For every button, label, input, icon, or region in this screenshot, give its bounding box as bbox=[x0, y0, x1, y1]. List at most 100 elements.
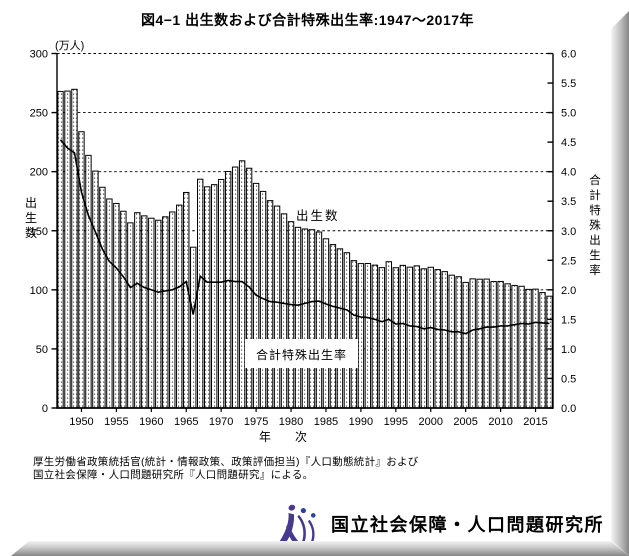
births-bar bbox=[141, 215, 148, 409]
births-bar bbox=[490, 281, 497, 409]
births-bar bbox=[476, 278, 483, 409]
births-bar bbox=[280, 213, 288, 409]
left-axis-tick-label: 100 bbox=[30, 285, 48, 297]
x-axis-tick-label: 2005 bbox=[453, 416, 477, 428]
axes: 0 50 100 150 200 250 300 0.0 0.5 1.0 1.5 2.0 2.5 3.0 3… bbox=[30, 49, 577, 429]
births-bar bbox=[462, 281, 469, 409]
x-axis-tick-label: 1980 bbox=[279, 416, 303, 428]
left-axis-unit-label: (万人) bbox=[55, 39, 84, 52]
births-bar bbox=[134, 212, 141, 409]
institute-logo-mark bbox=[277, 504, 316, 545]
births-bar bbox=[155, 219, 162, 409]
births-bar bbox=[406, 266, 413, 409]
right-axis-tick-label: 4.5 bbox=[561, 137, 576, 149]
births-bar bbox=[169, 211, 176, 409]
births-bar bbox=[350, 260, 358, 409]
births-bar bbox=[413, 265, 420, 409]
right-axis-tick-label: 5.0 bbox=[561, 108, 576, 120]
births-bar bbox=[427, 266, 434, 409]
births-bar bbox=[301, 228, 309, 409]
births-bar bbox=[183, 191, 190, 409]
births-bar bbox=[385, 261, 393, 409]
left-axis-title: 数 bbox=[25, 225, 37, 240]
left-axis-tick-label: 150 bbox=[30, 226, 48, 238]
right-axis-tick-label: 5.5 bbox=[561, 78, 576, 90]
births-bar bbox=[420, 268, 427, 409]
births-bar bbox=[343, 252, 351, 409]
births-bar bbox=[273, 205, 281, 409]
left-axis-title: 生 bbox=[25, 211, 37, 225]
right-axis-title: 殊 bbox=[589, 218, 601, 232]
left-axis-tick-label: 200 bbox=[30, 167, 48, 179]
births-bar bbox=[315, 231, 323, 409]
left-axis-title: 出 bbox=[25, 196, 37, 210]
births-bar bbox=[217, 178, 225, 409]
births-bar bbox=[190, 246, 197, 409]
births-bar bbox=[364, 262, 372, 409]
x-axis-tick-label: 1990 bbox=[349, 416, 373, 428]
right-axis-tick-label: 6.0 bbox=[561, 49, 576, 61]
births-bar bbox=[92, 170, 99, 409]
x-axis-tick-label: 1970 bbox=[209, 416, 233, 428]
right-axis-tick-label: 0.5 bbox=[561, 373, 576, 385]
births-bar bbox=[448, 274, 455, 409]
left-axis-tick-label: 300 bbox=[30, 49, 48, 61]
right-axis-tick-label: 2.0 bbox=[561, 285, 576, 297]
births-bar bbox=[455, 276, 462, 409]
births-bar bbox=[378, 267, 386, 409]
right-axis-title: 出 bbox=[589, 233, 601, 247]
births-bar bbox=[329, 244, 337, 409]
x-axis-tick-label: 1965 bbox=[174, 416, 198, 428]
right-axis-title: 率 bbox=[589, 263, 601, 277]
births-bar bbox=[127, 222, 134, 409]
births-bar bbox=[287, 221, 295, 409]
right-axis-tick-label: 1.0 bbox=[561, 344, 576, 356]
tfr-series-label: 合計特殊出生率 bbox=[256, 347, 347, 362]
births-bar bbox=[336, 248, 344, 409]
births-bar bbox=[308, 229, 316, 409]
births-bar bbox=[518, 285, 525, 409]
births-bar bbox=[294, 226, 302, 409]
births-series-label: 出生数 bbox=[296, 208, 340, 223]
x-axis-title: 年 次 bbox=[259, 430, 307, 444]
right-axis-tick-label: 2.5 bbox=[561, 255, 576, 267]
births-bar bbox=[210, 184, 218, 409]
right-axis-title: 計 bbox=[589, 188, 601, 202]
births-bar bbox=[231, 166, 239, 409]
institute-name: 国立社会保障・人口問題研究所 bbox=[331, 515, 604, 535]
right-axis-tick-label: 3.0 bbox=[561, 226, 576, 238]
births-bar bbox=[106, 198, 113, 409]
births-bar bbox=[532, 288, 539, 409]
births-bar bbox=[120, 210, 127, 409]
births-bar bbox=[511, 284, 518, 409]
tfr-line bbox=[59, 139, 550, 335]
births-bar bbox=[483, 278, 490, 409]
x-axis-tick-label: 1995 bbox=[384, 416, 408, 428]
births-bar bbox=[357, 263, 365, 409]
birth-rate-chart: 0 50 100 150 200 250 300 0.0 0.5 1.0 1.5 2.0 2.5 3.0 3… bbox=[25, 39, 601, 444]
births-bar bbox=[546, 295, 553, 409]
births-bar bbox=[322, 238, 330, 409]
births-bar bbox=[85, 154, 92, 409]
births-bar bbox=[525, 288, 532, 409]
births-bar bbox=[392, 267, 400, 409]
births-bar bbox=[64, 90, 71, 409]
right-axis-tick-label: 3.5 bbox=[561, 196, 576, 208]
source-line-1: 厚生労働省政策統括官(統計・情報政策、政策評価担当)『人口動態統計』および bbox=[33, 456, 419, 468]
births-bar bbox=[539, 292, 546, 409]
x-axis-tick-label: 2000 bbox=[419, 416, 443, 428]
x-axis-tick-label: 1955 bbox=[104, 416, 128, 428]
institute-logo: 国立社会保障・人口問題研究所 bbox=[276, 501, 604, 547]
figure-title: 図4−1 出生数および合計特殊出生率:1947〜2017年 bbox=[140, 12, 475, 28]
source-note: 厚生労働省政策統括官(統計・情報政策、政策評価担当)『人口動態統計』および 国立… bbox=[33, 456, 419, 481]
births-bar bbox=[504, 283, 511, 409]
births-bar bbox=[99, 186, 106, 409]
births-bar bbox=[434, 269, 441, 409]
births-bar bbox=[204, 186, 211, 409]
births-bar bbox=[113, 202, 120, 409]
births-bar bbox=[266, 200, 274, 409]
births-bar bbox=[497, 280, 504, 409]
right-axis-tick-label: 1.5 bbox=[561, 314, 576, 326]
x-axis-tick-label: 1960 bbox=[139, 416, 163, 428]
